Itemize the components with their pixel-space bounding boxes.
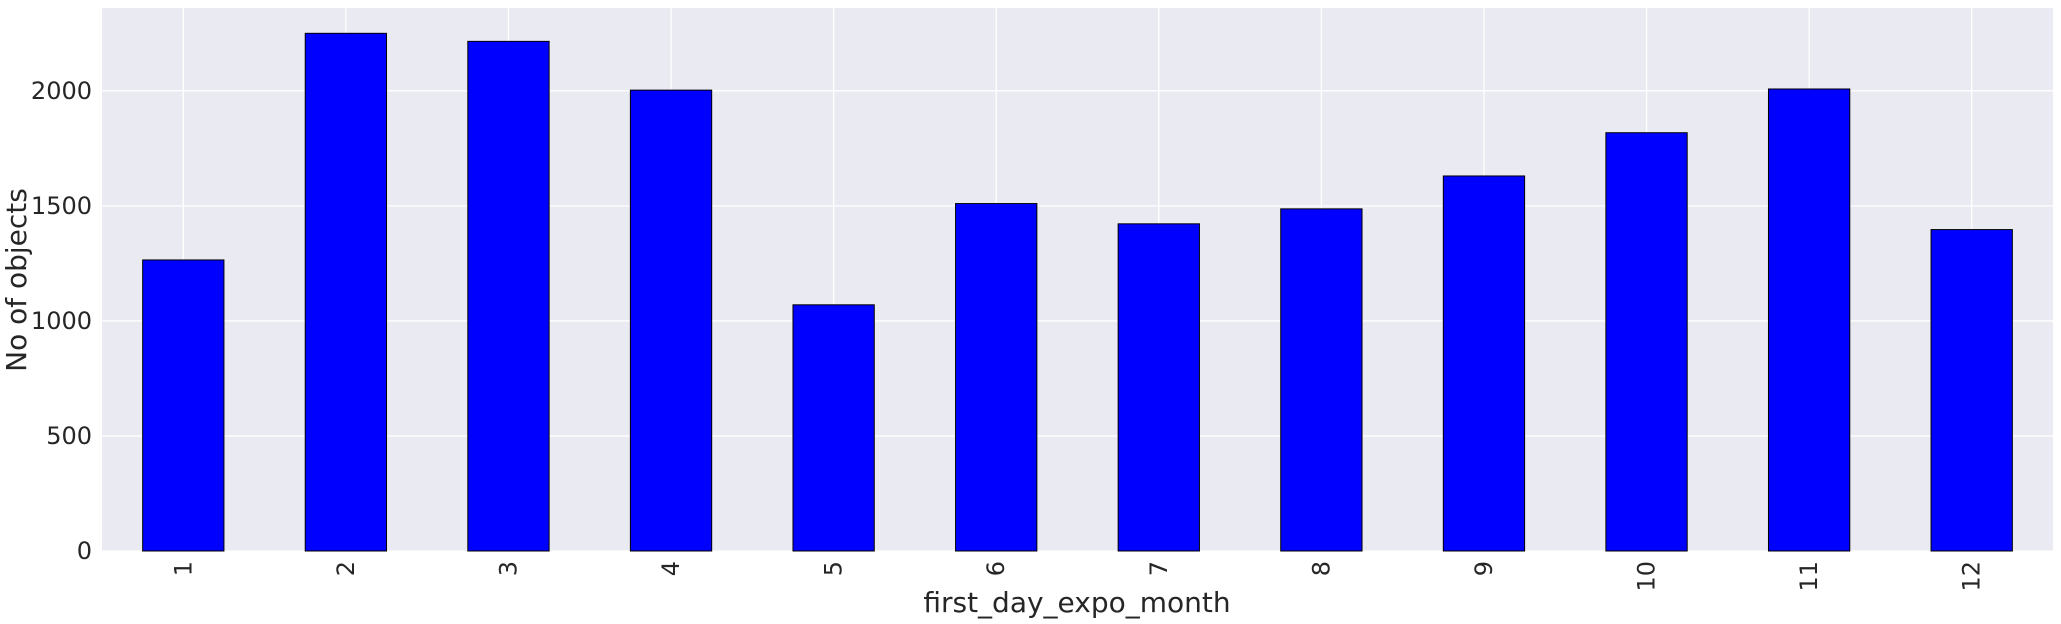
x-tick-label: 9 bbox=[1470, 561, 1498, 576]
bar-month-8 bbox=[1280, 208, 1363, 552]
x-tick-label: 1 bbox=[169, 561, 197, 576]
x-tick-labels: 1 2 3 4 5 6 7 8 9 10 11 12 bbox=[169, 561, 1985, 592]
x-tick-label: 6 bbox=[982, 561, 1010, 576]
bar-month-9 bbox=[1442, 175, 1526, 552]
bar-month-6 bbox=[955, 203, 1038, 552]
bar-month-12 bbox=[1930, 229, 2013, 552]
y-tick-label: 1000 bbox=[31, 307, 92, 335]
bar-month-3 bbox=[467, 40, 550, 552]
x-tick-label: 3 bbox=[494, 561, 522, 576]
x-tick-label: 2 bbox=[332, 561, 360, 576]
bar-month-11 bbox=[1767, 88, 1851, 552]
y-tick-label: 0 bbox=[77, 537, 92, 565]
bars bbox=[142, 32, 2013, 552]
x-tick-label: 5 bbox=[820, 561, 848, 576]
y-tick-label: 500 bbox=[46, 422, 92, 450]
x-tick-label: 4 bbox=[657, 561, 685, 576]
x-tick-label: 10 bbox=[1633, 561, 1661, 592]
bar-month-1 bbox=[142, 259, 225, 552]
x-tick-label: 8 bbox=[1307, 561, 1335, 576]
bar-month-5 bbox=[792, 304, 875, 552]
bar-month-2 bbox=[304, 32, 388, 552]
bar-month-7 bbox=[1117, 223, 1200, 552]
x-tick-label: 11 bbox=[1795, 561, 1823, 592]
x-tick-label: 7 bbox=[1145, 561, 1173, 576]
x-tick-label: 12 bbox=[1958, 561, 1986, 592]
y-tick-labels: 0 500 1000 1500 2000 bbox=[31, 77, 92, 565]
y-axis-label: No of objects bbox=[0, 188, 33, 372]
y-tick-label: 1500 bbox=[31, 192, 92, 220]
y-tick-label: 2000 bbox=[31, 77, 92, 105]
plot-area bbox=[102, 8, 2053, 551]
bar-month-4 bbox=[629, 89, 713, 552]
x-axis-label: first_day_expo_month bbox=[923, 586, 1230, 619]
bar-month-10 bbox=[1605, 132, 1688, 552]
